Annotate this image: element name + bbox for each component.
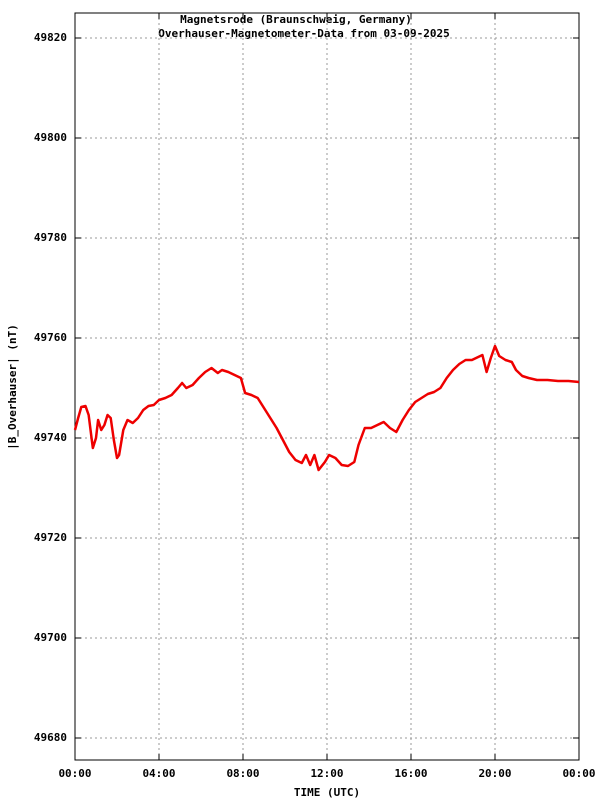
y-tick-label: 49680 (34, 731, 67, 744)
x-tick-label: 00:00 (562, 767, 595, 780)
plot-frame (74, 12, 580, 761)
chart-subtitle: Overhauser-Magnetometer-Data from 03-09-… (158, 27, 449, 40)
y-tick-label: 49740 (34, 431, 67, 444)
y-tick-label: 49780 (34, 231, 67, 244)
x-tick-label: 08:00 (226, 767, 259, 780)
data-line (73, 344, 580, 472)
y-axis-label: |B_Overhauser| (nT) (6, 324, 19, 450)
y-tick-label: 49700 (34, 631, 67, 644)
x-tick-label: 12:00 (310, 767, 343, 780)
x-tick-label: 20:00 (478, 767, 511, 780)
chart-title: Magnetsrode (Braunschweig, Germany) (180, 13, 412, 26)
y-tick-label: 49720 (34, 531, 67, 544)
y-tick-label: 49800 (34, 131, 67, 144)
x-tick-label: 16:00 (394, 767, 427, 780)
y-tick-label: 49820 (34, 31, 67, 44)
x-tick-label: 04:00 (142, 767, 175, 780)
y-tick-label: 49760 (34, 331, 67, 344)
x-axis-label: TIME (UTC) (294, 786, 360, 799)
x-tick-label: 00:00 (58, 767, 91, 780)
